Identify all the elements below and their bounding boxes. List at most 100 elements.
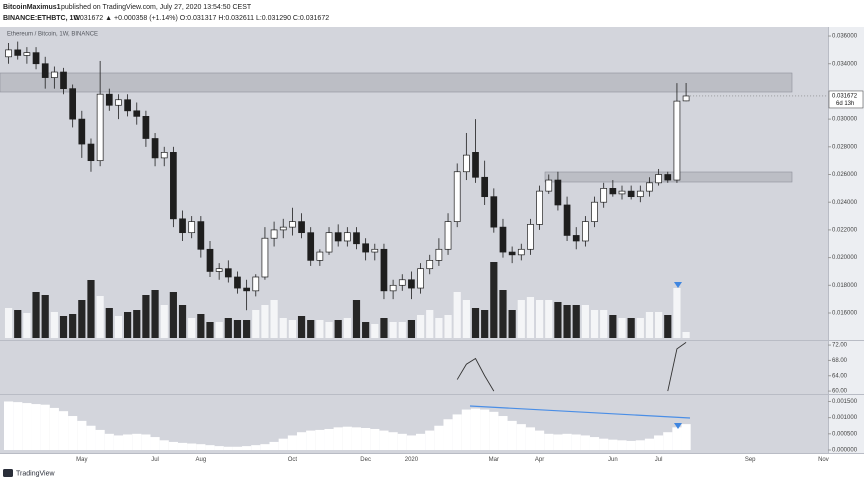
oscillator-bar [40,404,50,450]
volume-bar [389,322,397,338]
oscillator-bar [132,433,142,450]
candle-body [124,99,131,112]
candle-body [289,221,296,228]
candle-body [325,232,333,253]
y-tick-label: 0.028000 [832,144,858,150]
candle-body [508,251,516,256]
volume-bar [178,305,187,338]
y-tick-label: 72.00 [832,343,848,349]
volume-bar [133,310,141,338]
candle-body [279,226,287,231]
oscillator-bar [498,416,508,450]
candle-body [96,93,104,162]
volume-bar [371,324,379,338]
candle-body [554,179,562,206]
volume-bar [398,322,406,338]
volume-bar [334,320,342,338]
oscillator-bar [342,426,352,450]
candle-body [426,260,434,270]
volume-bar [655,312,663,338]
oscillator-bar [580,435,590,450]
oscillator-bar [205,445,215,450]
volume-bar [105,308,113,338]
candle-body [371,248,379,253]
candle-body [453,171,461,222]
x-tick-label: Jun [608,457,618,463]
candle-body [499,226,507,253]
candle-body [188,221,196,234]
volume-bar [526,297,535,338]
oscillator-bar [461,409,471,450]
oscillator-bar [58,411,69,450]
candle-body [151,138,159,159]
volume-bar [96,296,104,338]
x-tick-label: Oct [288,457,298,463]
volume-bar [343,318,351,338]
candle-body [261,237,269,278]
candle-body [307,232,315,261]
oscillator-bar [644,438,655,450]
y-tick-label: 0.022000 [832,227,858,233]
oscillator-bar [251,445,261,450]
oscillator-bar [681,424,691,450]
oscillator-bar [406,435,416,450]
author: BitcoinMaximus1 [3,4,61,11]
oscillator-bar [260,444,270,450]
y-tick-label: 64.00 [832,373,848,379]
volume-bar [224,318,232,338]
volume-bar [536,300,544,338]
oscillator-bar [434,425,444,450]
volume-bar [426,310,434,338]
oscillator-bar [214,446,224,450]
volume-bar [380,318,388,338]
volume-bar [297,316,306,338]
volume-bar [682,332,690,338]
volume-bar [151,290,159,338]
oscillator-bar [489,411,499,450]
candle-body [32,52,40,65]
y-tick-label: 0.000500 [832,431,858,437]
candle-body [14,49,22,56]
y-tick-label: 0.020000 [832,255,858,261]
candle-body [224,268,232,278]
signal-marker [674,282,682,288]
candle-body [87,143,95,162]
candle-body [572,235,580,242]
oscillator-layer [4,401,691,450]
trend-line [469,405,691,419]
candle-body [316,251,324,261]
candle-body [444,221,452,250]
x-tick-label: Sep [745,457,756,463]
candle-body [682,95,690,102]
oscillator-bar [31,404,41,450]
volume-bar [316,320,324,338]
candle-body [664,174,672,181]
volume-bar [462,300,470,338]
symbol: BINANCE:ETHBTC, 1W [3,15,80,22]
candle-body [41,63,49,78]
y-tick-label: 0.001500 [832,399,858,405]
pane-title: Ethereum / Bitcoin, 1W, BINANCE [7,32,98,38]
volume-bar [435,318,443,338]
oscillator-bar [370,428,380,450]
volume-bar [572,305,580,338]
oscillator-bar [351,427,362,450]
candle-body [133,110,141,117]
volume-bar [50,312,58,338]
candle-body [270,229,278,239]
axes-layer: May Jul Aug Oct Dec 2020 Mar Apr Jun Jul Sep Nov0.0… [76,34,864,463]
volume-bar [563,305,571,338]
brand-name: TradingView [16,470,55,477]
volume-bar [490,262,498,338]
candle-body [646,182,653,192]
candle-body [536,190,543,225]
candle-body [527,224,534,250]
oscillator-bar [333,427,343,450]
volume-bar [114,316,123,338]
volume-bar [362,322,370,338]
candle-body [417,268,424,289]
volume-bar [545,300,553,338]
volume-bar [41,295,49,338]
y-tick-label: 0.018000 [832,283,858,289]
candle-body [490,196,498,228]
